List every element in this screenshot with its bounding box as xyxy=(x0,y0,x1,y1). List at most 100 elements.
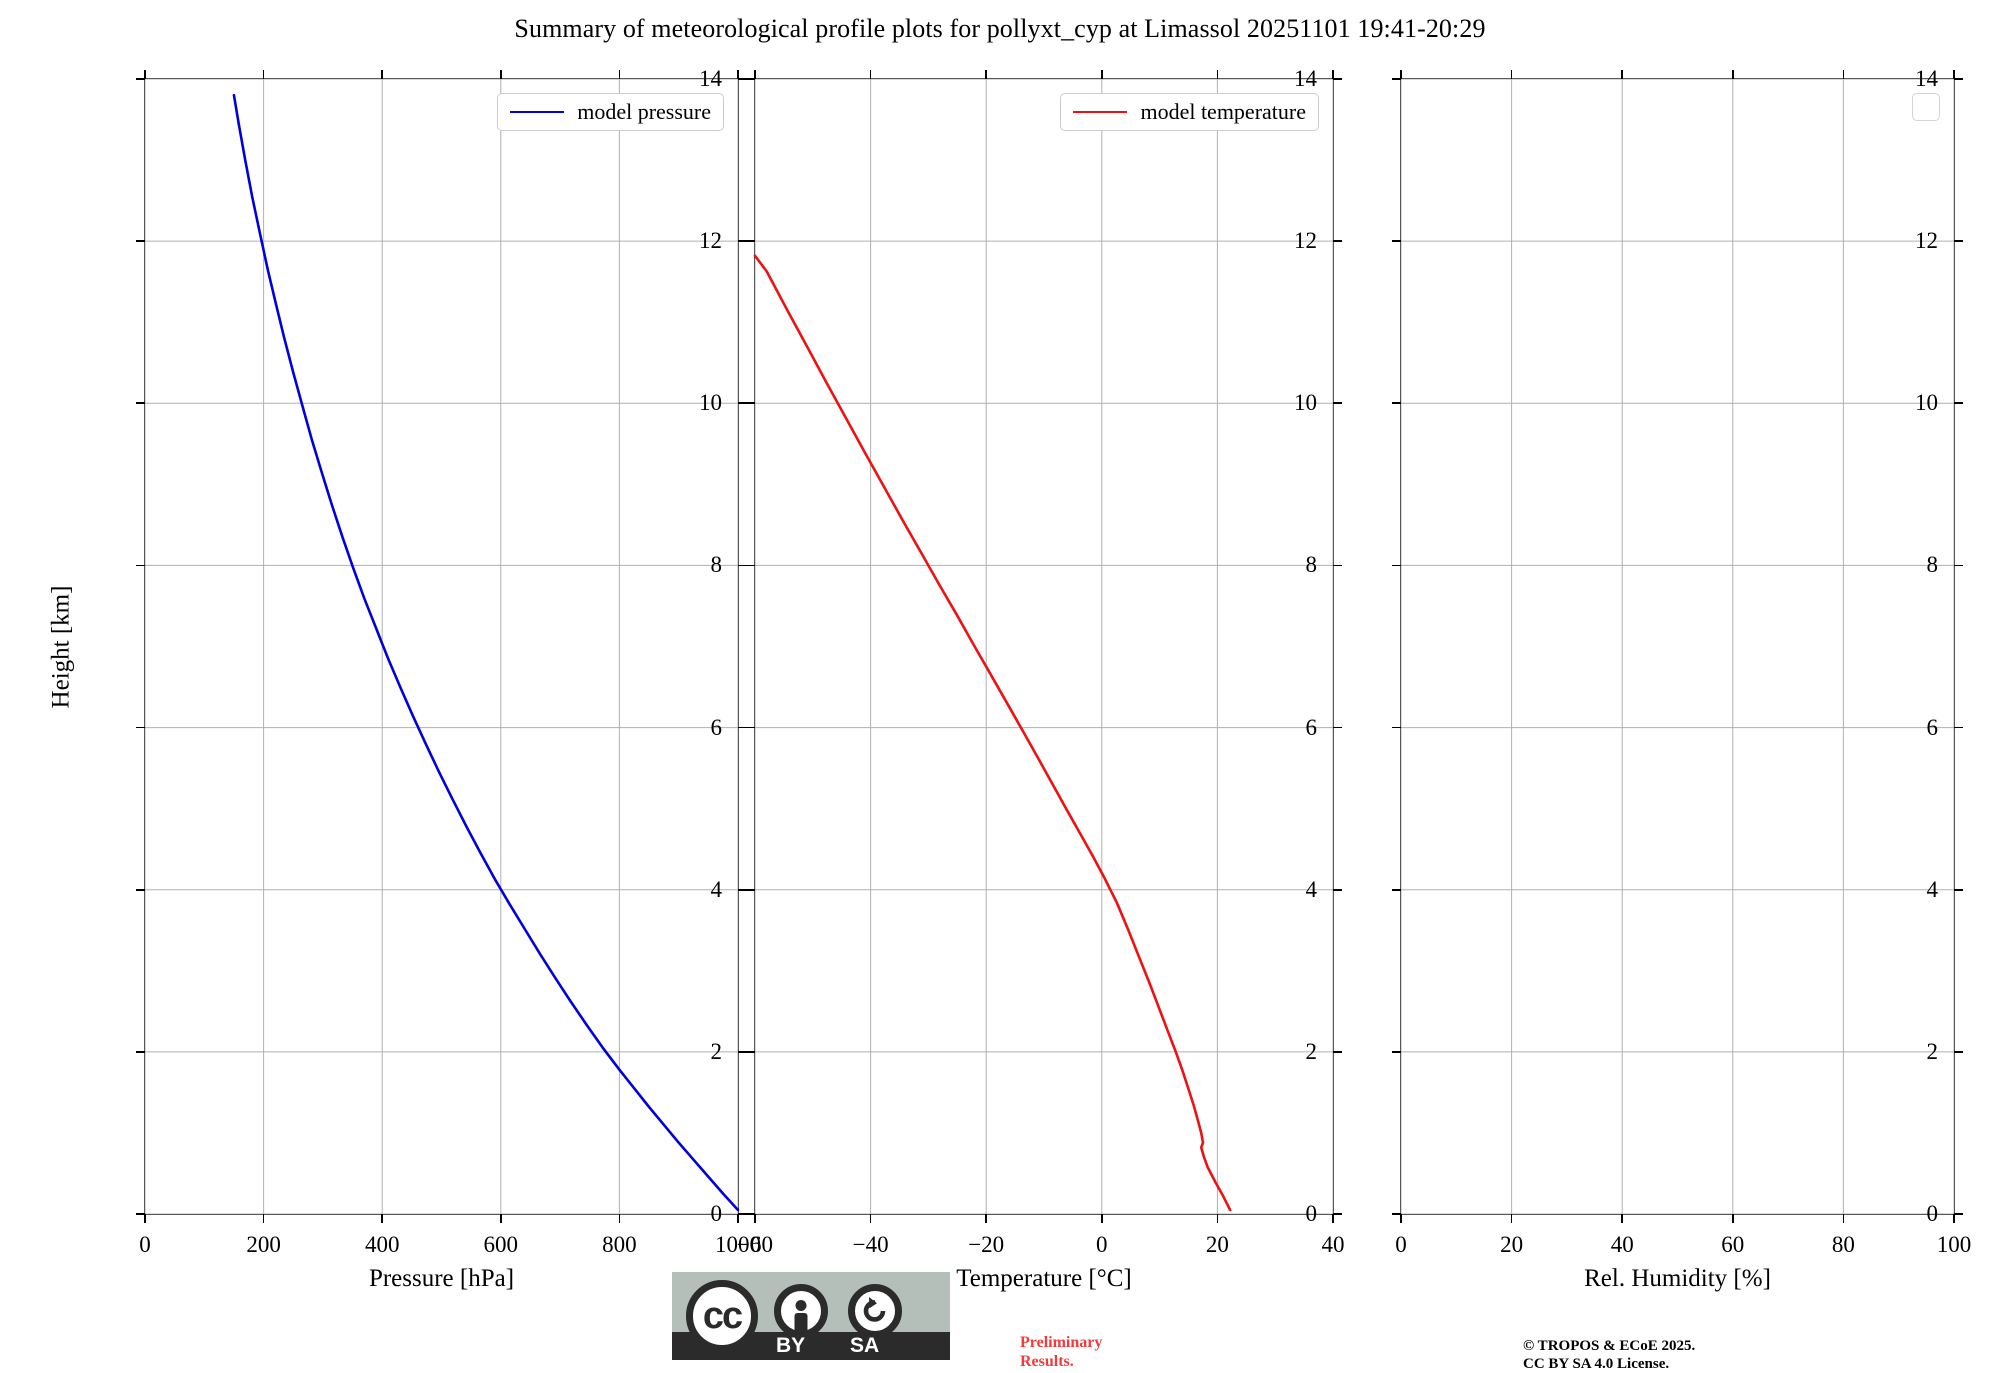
y-tick-mark xyxy=(136,564,145,567)
y-tick-label: 6 xyxy=(710,714,723,740)
cc-by-person-icon xyxy=(774,1284,828,1338)
x-tick-mark xyxy=(1842,1214,1845,1223)
x-tick-label: 60 xyxy=(1721,1232,1745,1257)
x-tick-mark xyxy=(262,70,265,79)
y-tick-label: 14 xyxy=(1294,66,1317,91)
y-tick-mark xyxy=(738,1051,747,1053)
gridlines-humidity xyxy=(1400,78,1955,1215)
curve-model-temperature xyxy=(753,254,1232,1212)
y-tick-mark xyxy=(1392,1051,1401,1053)
y-tick-mark xyxy=(746,1051,755,1053)
y-tick-label: 14 xyxy=(699,66,722,91)
person-head-shape xyxy=(795,1300,807,1311)
y-tick-mark xyxy=(738,888,747,891)
preliminary-line-1: Preliminary xyxy=(1020,1334,1103,1351)
x-tick-label: 0 xyxy=(139,1232,151,1257)
y-tick-label: 0 xyxy=(710,1201,723,1226)
gridlines-pressure xyxy=(144,78,739,1215)
figure-title: Summary of meteorological profile plots … xyxy=(514,14,1486,43)
y-tick-label: 12 xyxy=(699,228,722,254)
y-tick-mark xyxy=(1954,888,1963,891)
y-tick-mark xyxy=(1333,888,1342,891)
x-tick-mark xyxy=(1400,70,1402,79)
y-tick-label: 4 xyxy=(1305,876,1318,902)
x-tick-mark xyxy=(618,1214,621,1223)
plot-area-pressure[interactable]: model pressure 0 2 4 6 8 10 12 14 0 200 400 600 800 1… xyxy=(136,66,761,1257)
y-tick-label: 6 xyxy=(1305,714,1318,740)
preliminary-results-note: Preliminary Results. xyxy=(1020,1333,1102,1371)
x-tick-label: 600 xyxy=(483,1232,519,1257)
y-tick-mark xyxy=(1954,564,1963,567)
legend-line-model-temperature xyxy=(1073,110,1128,114)
y-tick-mark xyxy=(1333,402,1342,405)
y-tick-label: 2 xyxy=(1926,1038,1939,1064)
cc-sa-label: SA xyxy=(850,1334,880,1357)
cc-logo-icon: cc xyxy=(686,1280,758,1352)
x-tick-mark xyxy=(1842,70,1845,79)
y-tick-label: 14 xyxy=(1915,66,1938,91)
y-tick-mark xyxy=(1333,1213,1342,1215)
legend-humidity-empty[interactable] xyxy=(1912,93,1940,121)
y-tick-mark xyxy=(136,78,145,80)
legend-pressure[interactable]: model pressure xyxy=(497,93,724,131)
y-tick-label: 8 xyxy=(710,552,723,578)
cc-sa-share-alike-icon xyxy=(848,1284,902,1338)
y-tick-mark xyxy=(738,78,747,80)
y-axis-title-label: Height [km] xyxy=(47,585,75,708)
y-tick-mark xyxy=(136,1213,145,1215)
x-tick-label: −40 xyxy=(852,1232,889,1257)
copyright-line-1: © TROPOS & ECoE 2025. xyxy=(1523,1338,1696,1354)
y-tick-mark xyxy=(1392,888,1401,891)
x-tick-mark xyxy=(1732,1214,1734,1223)
legend-temperature[interactable]: model temperature xyxy=(1060,93,1319,131)
y-tick-mark xyxy=(1333,564,1342,567)
x-axis-title-temperature: Temperature [°C] xyxy=(956,1265,1132,1292)
y-tick-label: 0 xyxy=(1305,1201,1318,1226)
x-tick-mark xyxy=(1216,1214,1219,1223)
legend-label-model-temperature: model temperature xyxy=(1140,99,1306,124)
y-tick-label: 12 xyxy=(1915,228,1938,254)
x-tick-mark xyxy=(500,70,502,79)
y-tick-mark xyxy=(1392,564,1401,567)
x-tick-mark xyxy=(618,70,621,79)
x-tick-mark xyxy=(869,70,872,79)
y-tick-label: 2 xyxy=(1305,1038,1318,1064)
y-tick-mark xyxy=(1392,240,1401,242)
x-tick-mark xyxy=(381,70,383,79)
x-tick-mark xyxy=(1216,70,1219,79)
x-tick-mark xyxy=(1510,1214,1513,1223)
y-tick-mark xyxy=(1333,78,1342,80)
y-tick-mark xyxy=(738,726,747,729)
x-tick-label: 400 xyxy=(364,1232,400,1257)
y-tick-mark xyxy=(1392,402,1401,405)
y-tick-mark xyxy=(136,888,145,891)
y-tick-mark xyxy=(746,888,755,891)
y-tick-mark xyxy=(1392,78,1401,80)
legend-label-model-pressure: model pressure xyxy=(577,99,711,124)
y-tick-mark xyxy=(1392,1213,1401,1215)
y-tick-mark xyxy=(746,564,755,567)
y-tick-mark xyxy=(746,726,755,729)
y-tick-mark xyxy=(1954,78,1963,80)
x-tick-mark xyxy=(754,70,756,79)
y-tick-mark xyxy=(1954,1213,1963,1215)
plot-area-temperature[interactable]: model temperature 0 2 4 6 8 10 12 14 −60 −40 −20 0 2… xyxy=(737,66,1344,1257)
x-tick-mark xyxy=(869,1214,872,1223)
x-tick-mark xyxy=(1101,1214,1103,1223)
panel-temperature: model temperature 0 2 4 6 8 10 12 14 −60 −40 −20 0 2… xyxy=(737,66,1344,1292)
x-tick-label: 200 xyxy=(246,1232,281,1257)
copyright-line-2: CC BY SA 4.0 License. xyxy=(1523,1356,1670,1372)
x-tick-mark xyxy=(1953,1214,1955,1223)
x-tick-label: 40 xyxy=(1321,1232,1345,1257)
x-tick-mark xyxy=(1101,70,1103,79)
x-tick-mark xyxy=(381,1214,383,1223)
y-tick-mark xyxy=(1333,1051,1342,1053)
y-tick-mark xyxy=(1392,726,1401,729)
y-tick-label: 8 xyxy=(1926,552,1939,578)
x-tick-mark xyxy=(1732,70,1734,79)
plot-area-humidity[interactable]: 0 2 4 6 8 10 12 14 0 20 40 60 80 100 xyxy=(1392,66,1971,1257)
x-tick-mark xyxy=(500,1214,502,1223)
x-tick-label: 0 xyxy=(1096,1232,1108,1257)
y-tick-label: 4 xyxy=(1926,876,1939,902)
x-tick-label: 100 xyxy=(1936,1232,1972,1257)
